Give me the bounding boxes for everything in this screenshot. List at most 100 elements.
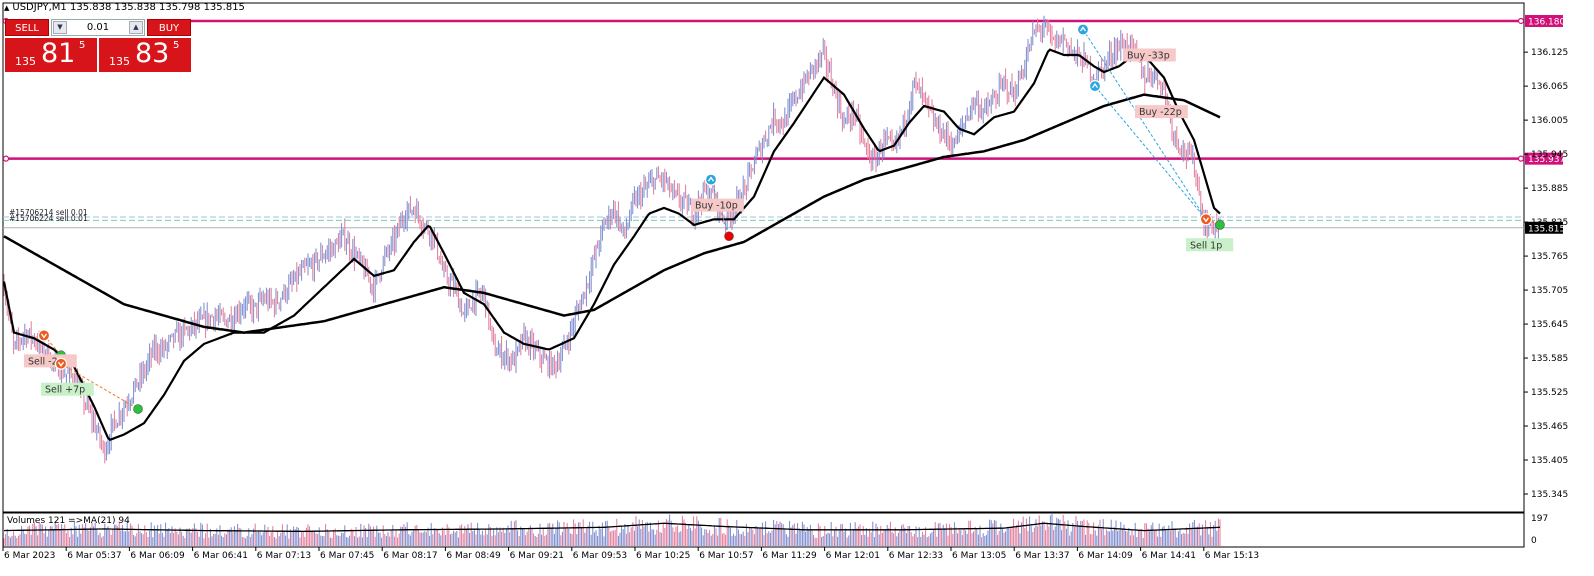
volume-moving-average-line: [3, 522, 1221, 533]
time-tick-label: 6 Mar 08:49: [446, 551, 501, 561]
lot-size-field[interactable]: ▼ 0.01 ▲: [51, 19, 145, 36]
time-tick-label: 6 Mar 15:13: [1205, 551, 1259, 561]
sell-price-prefix: 135: [15, 55, 36, 68]
current-price-label: 135.815: [1528, 224, 1565, 234]
time-tick-label: 6 Mar 13:37: [1015, 551, 1069, 561]
order-line-label: #15706224 sell 0.01: [9, 214, 88, 223]
buy-arrow-icon: [707, 176, 715, 182]
price-tick-label: 135.705: [1531, 286, 1568, 296]
price-tick-label: 135.405: [1531, 456, 1568, 466]
buy-arrow-icon: [1091, 82, 1099, 89]
trade-exit-icon: [133, 404, 143, 414]
trade-result-label: Sell +7p: [45, 385, 85, 396]
horizontal-line-price-tag: [1525, 14, 1563, 27]
time-tick-label: 6 Mar 11:29: [762, 551, 817, 561]
buy-entry-icon: [704, 173, 718, 186]
buy-entry-icon: [1088, 80, 1102, 93]
volume-tick-label: 197: [1531, 514, 1548, 524]
time-tick-label: 6 Mar 08:17: [383, 551, 437, 561]
time-tick-label: 6 Mar 07:13: [257, 551, 311, 561]
trade-exit-icon: [724, 231, 734, 242]
time-tick-label: 6 Mar 06:09: [130, 551, 185, 561]
order-line-label: #15706214 sell 0.01: [9, 208, 88, 217]
horizontal-line-price-label: 135.937: [1528, 155, 1565, 165]
price-tick-label: 136.065: [1531, 82, 1568, 92]
trade-result-badge: [1123, 48, 1176, 62]
collapse-triangle-icon[interactable]: ▲: [4, 4, 10, 12]
price-tick-label: 135.645: [1531, 320, 1568, 330]
horizontal-line-handle: [1517, 155, 1525, 162]
trade-result-label: Sell -2p: [28, 356, 64, 367]
buy-price-fraction: 5: [173, 40, 180, 51]
price-plot-frame: [2, 2, 1525, 513]
buy-entry-icon: [1076, 23, 1090, 36]
lot-decrease-icon[interactable]: ▼: [53, 21, 67, 34]
sell-arrow-icon: [40, 333, 48, 339]
chart-title: ▲ USDJPY,M1 135.838 135.838 135.798 135.8…: [4, 2, 245, 13]
price-tick-label: 135.885: [1531, 184, 1568, 194]
lot-increase-icon[interactable]: ▲: [129, 21, 143, 34]
current-price-tag: [1525, 221, 1563, 234]
symbol-quote: USDJPY,M1 135.838 135.838 135.798 135.81…: [12, 2, 245, 13]
time-tick-label: 6 Mar 09:53: [573, 551, 627, 561]
sell-entry-icon: [1199, 213, 1213, 226]
price-tick-label: 136.125: [1531, 48, 1568, 58]
time-axis: 6 Mar 2023 6 Mar 05:37 6 Mar 06:09 6 Mar 06…: [2, 547, 1259, 561]
lot-size-value[interactable]: 0.01: [86, 22, 110, 33]
buy-price-prefix: 135: [109, 55, 130, 68]
trade-result-badge: [41, 382, 94, 396]
one-click-trading-panel: SELL ▼ 0.01 ▲ BUY 135 81 5 135 83 5: [5, 19, 191, 73]
trade-result-label: Buy -22p: [1139, 107, 1182, 118]
slow-moving-average-line: [3, 93, 1221, 334]
order-lines: #15706214 sell 0.01#15706224 sell 0.01 13…: [3, 208, 1565, 234]
price-tick-label: 135.825: [1531, 218, 1568, 228]
time-tick-label: 6 Mar 12:33: [889, 551, 943, 561]
volume-label: Volumes 121 =>MA(21) 94: [7, 516, 130, 526]
time-tick-label: 6 Mar 09:21: [510, 551, 564, 561]
sell-price-fraction: 5: [79, 40, 86, 51]
price-tick-label: 135.765: [1531, 252, 1568, 262]
trade-result-badge: [691, 198, 744, 212]
price-tick-label: 135.465: [1531, 422, 1568, 432]
sell-entry-icon: [54, 357, 68, 370]
price-tick-label: 135.345: [1531, 490, 1568, 500]
horizontal-lines[interactable]: 136.180 135.937: [2, 14, 1565, 165]
sell-arrow-icon: [57, 361, 65, 367]
time-tick-label: 6 Mar 12:01: [826, 551, 880, 561]
price-tick-label: 135.585: [1531, 354, 1568, 364]
sell-price-pips: 81: [41, 38, 76, 69]
trade-connector-line: [1082, 29, 1207, 220]
buy-arrow-icon: [1079, 26, 1087, 32]
sell-button[interactable]: SELL: [5, 19, 49, 36]
trade-markers[interactable]: Sell -2p Sell +7p Buy -10p Buy -33p Buy -22p…: [24, 23, 1234, 414]
horizontal-line-handle: [1517, 17, 1525, 25]
time-tick-label: 6 Mar 13:05: [952, 551, 1006, 561]
price-tick-label: 136.005: [1531, 116, 1568, 126]
trade-result-label: Buy -33p: [1127, 50, 1170, 61]
trade-result-badge: [1186, 238, 1234, 252]
sell-arrow-icon: [1202, 217, 1210, 223]
horizontal-line-handle: [2, 155, 10, 162]
price-axis: 136.125 136.065 136.005 135.945 135.885 135.8…: [1524, 48, 1568, 500]
price-tick-label: 135.525: [1531, 388, 1568, 398]
time-tick-label: 6 Mar 06:41: [194, 551, 248, 561]
time-tick-label: 6 Mar 10:57: [699, 551, 753, 561]
horizontal-line-price-tag: [1525, 152, 1563, 165]
sell-entry-icon: [37, 329, 51, 342]
sell-price-box[interactable]: 135 81 5: [5, 38, 97, 72]
trade-result-label: Sell 1p: [1190, 240, 1222, 251]
time-tick-label: 6 Mar 14:41: [1142, 551, 1196, 561]
time-tick-label: 6 Mar 10:25: [636, 551, 690, 561]
time-tick-label: 6 Mar 14:09: [1078, 551, 1133, 561]
trade-result-label: Buy -10p: [695, 201, 738, 212]
trade-panel-top: SELL ▼ 0.01 ▲ BUY: [5, 19, 191, 37]
buy-button[interactable]: BUY: [147, 19, 191, 36]
moving-averages: [2, 48, 1221, 442]
volume-tick-label: 0: [1531, 536, 1537, 546]
buy-price-box[interactable]: 135 83 5: [99, 38, 191, 72]
price-tick-label: 135.945: [1531, 150, 1568, 160]
price-candles: [3, 15, 1221, 464]
fast-moving-average-line: [2, 48, 1221, 442]
